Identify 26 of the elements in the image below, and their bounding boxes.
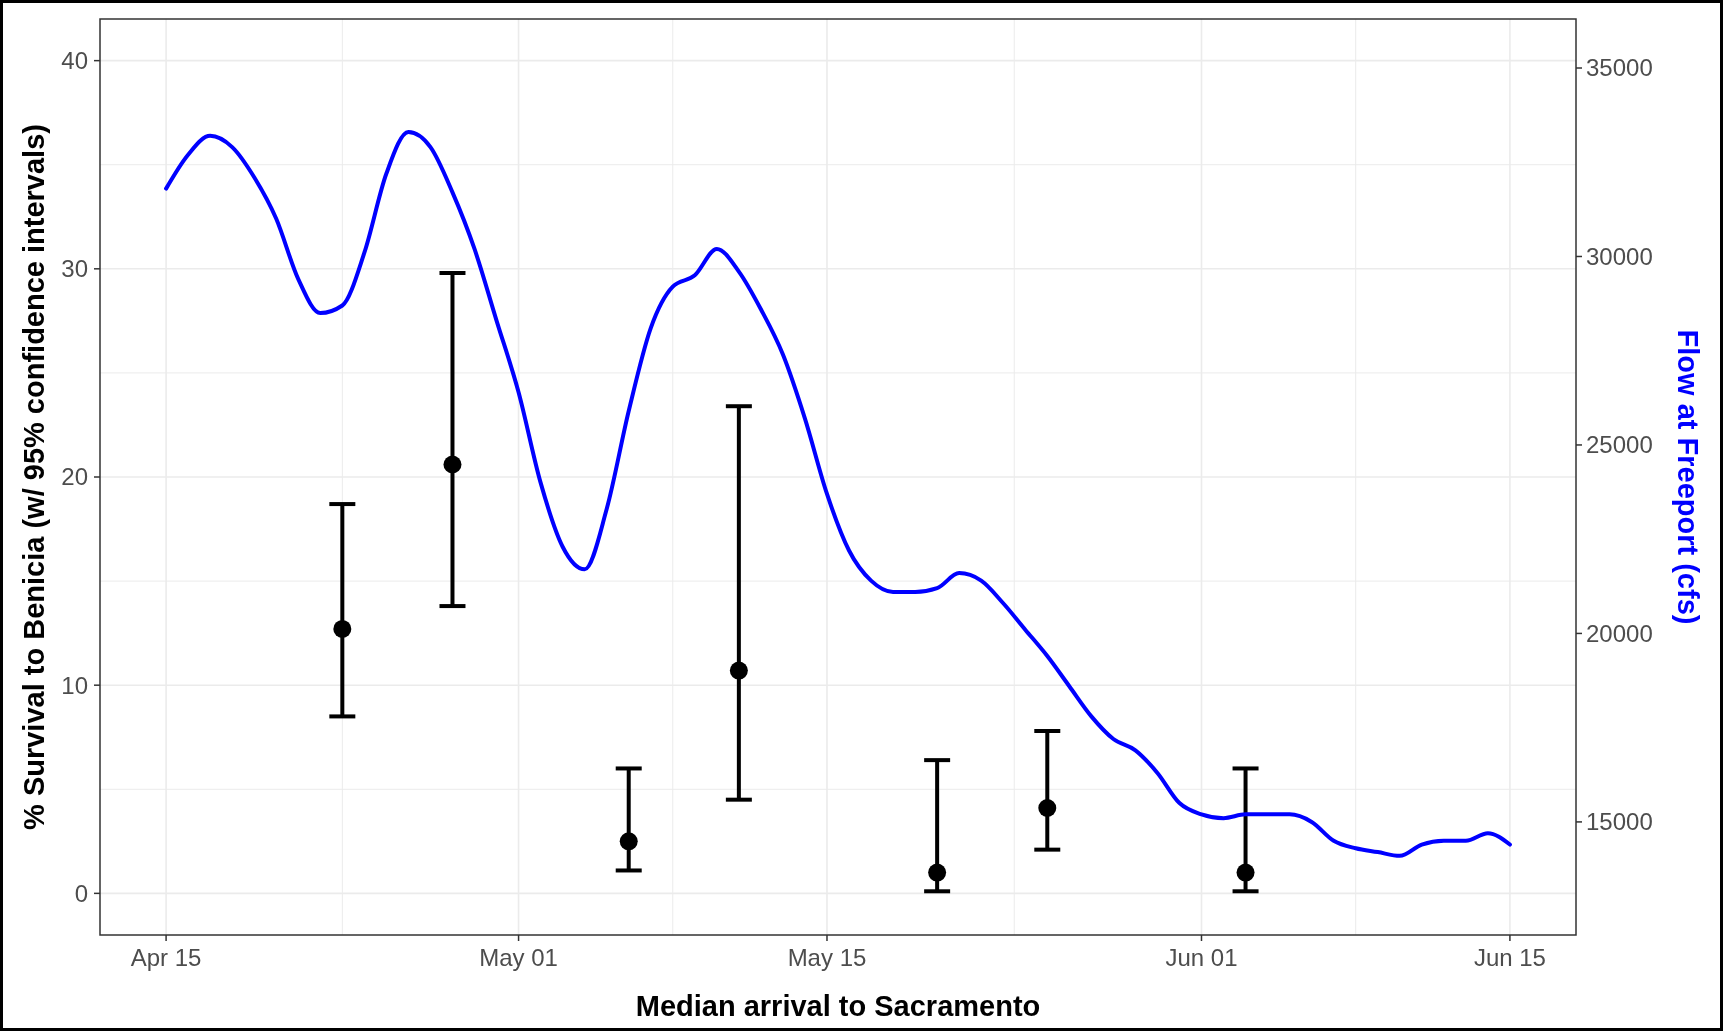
y2-tick-label: 25000 xyxy=(1586,431,1653,459)
x-tick-label: Jun 01 xyxy=(1165,944,1238,971)
y2-tick-label: 30000 xyxy=(1586,242,1653,270)
y2-tick-label: 35000 xyxy=(1586,54,1653,82)
y-tick-label: 30 xyxy=(61,255,88,283)
point xyxy=(729,661,748,680)
y2-tick-label: 15000 xyxy=(1586,808,1653,836)
point xyxy=(1236,863,1255,882)
y-tick-label: 20 xyxy=(61,463,88,491)
x-tick-label: Apr 15 xyxy=(130,944,202,971)
point xyxy=(333,619,352,638)
y-tick-label: 10 xyxy=(61,671,88,699)
x-axis-title: Median arrival to Sacramento xyxy=(635,990,1041,1022)
line-series xyxy=(164,130,1512,858)
y2-axis-title: Flow at Freeport (cfs) xyxy=(1672,329,1704,625)
x-tick-label: Jun 15 xyxy=(1473,944,1546,971)
point xyxy=(1038,799,1057,818)
y-axis-title: % Survival to Benicia (w/ 95% confidence intervals) xyxy=(18,124,50,830)
point xyxy=(928,863,947,882)
x-tick-label: May 01 xyxy=(479,944,558,971)
y-tick-label: 0 xyxy=(74,879,88,907)
point xyxy=(443,455,462,474)
x-tick-label: May 15 xyxy=(787,944,867,971)
y2-tick-label: 20000 xyxy=(1586,619,1653,647)
point xyxy=(619,832,638,851)
y-tick-label: 40 xyxy=(61,47,88,75)
